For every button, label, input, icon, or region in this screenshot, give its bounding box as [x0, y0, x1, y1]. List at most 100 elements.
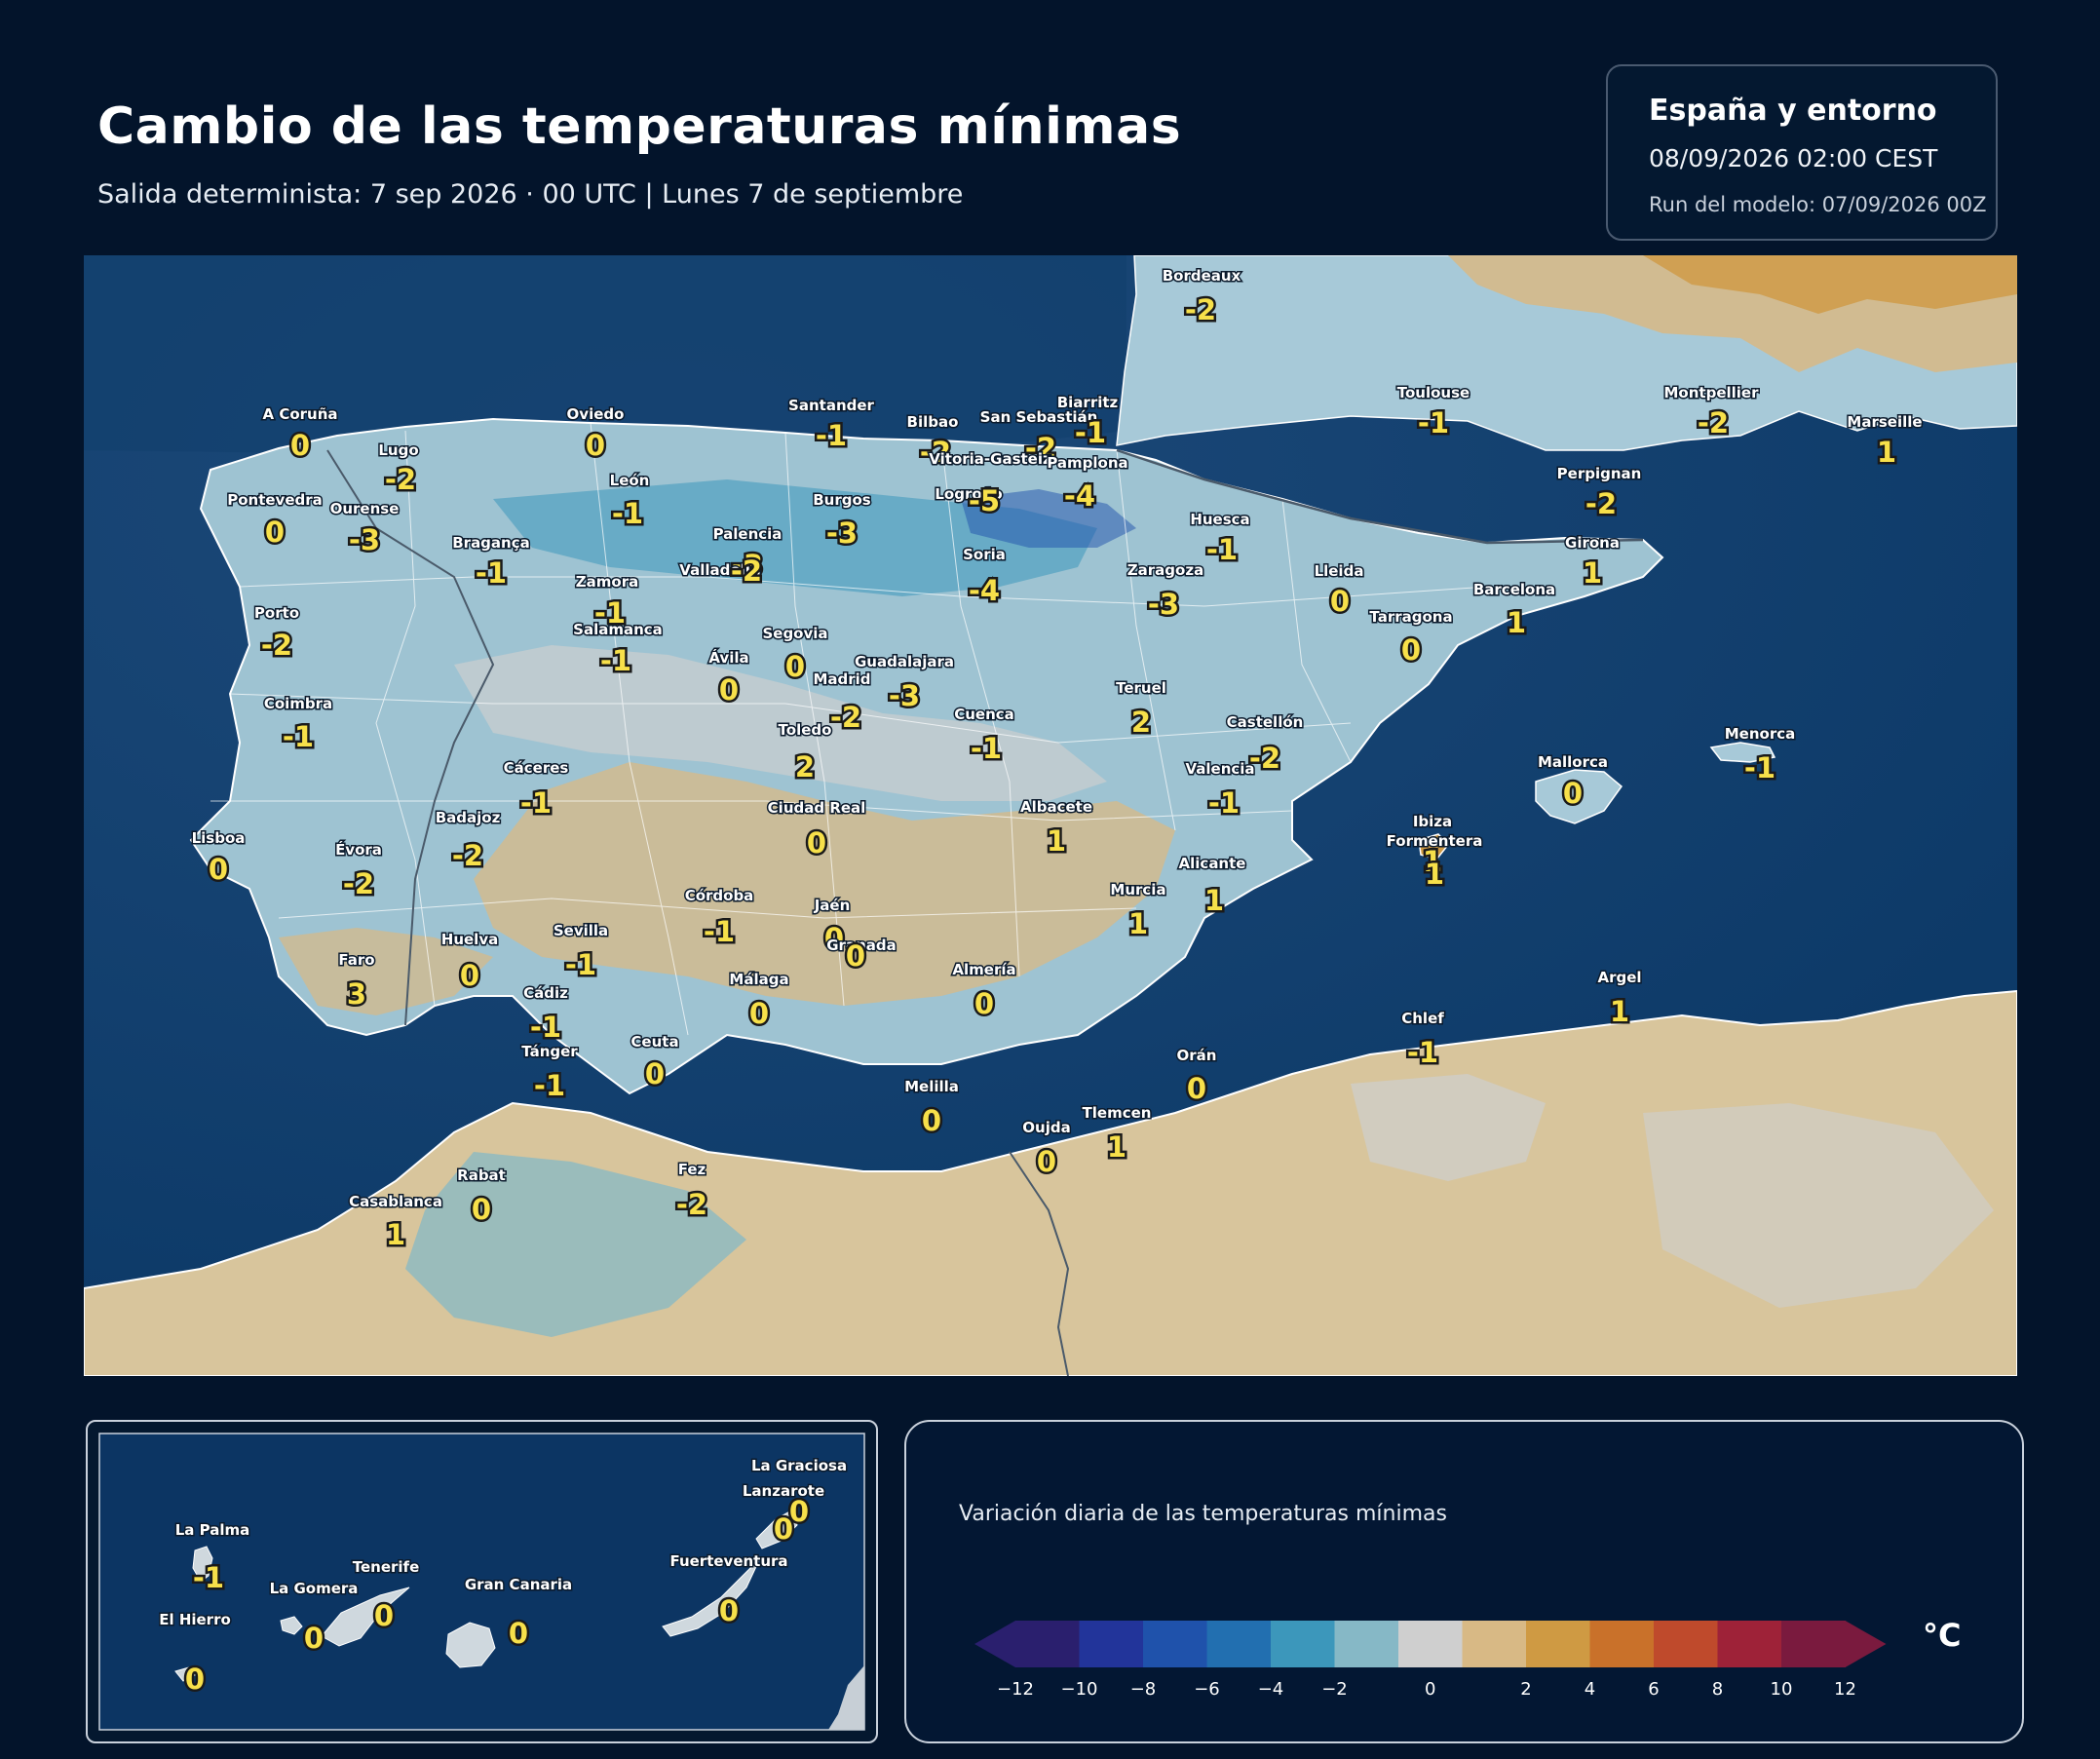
- value-label-faro: 3: [347, 977, 366, 1011]
- legend-swatch: [1143, 1621, 1207, 1667]
- color-scale-bar: −12 −10 −8 −6 −4 −2 0 2 4 6 8 10 12: [974, 1621, 1887, 1700]
- value-label-leon: -1: [612, 497, 643, 530]
- value-label-coimbra: -1: [283, 720, 314, 753]
- value-label-madrid: -2: [830, 701, 861, 734]
- model-run-label: Run del modelo: 07/09/2026 00Z: [1649, 193, 1987, 216]
- iberia-neutral-center: [454, 645, 1107, 801]
- value-label-soria: -4: [969, 574, 1000, 607]
- value-label-cadiz: -1: [530, 1011, 561, 1044]
- value-label-mallorca: 0: [1563, 777, 1583, 810]
- value-label-evora: -2: [343, 867, 374, 900]
- city-label-oran: Orán: [1177, 1047, 1217, 1064]
- value-label-cordoba: -1: [704, 915, 735, 948]
- africa-coast-inset: [828, 1665, 864, 1730]
- value-label-valencia: -1: [1208, 786, 1240, 820]
- city-label-lleida: Lleida: [1315, 562, 1364, 580]
- value-label-granada: 0: [846, 939, 865, 973]
- value-label-tarragona: 0: [1401, 633, 1421, 667]
- value-label-huelva: 0: [460, 959, 479, 992]
- value-label-almeria: 0: [974, 987, 994, 1020]
- mallorca-island[interactable]: [1535, 769, 1623, 824]
- legend-swatch: [1462, 1621, 1527, 1667]
- city-label-toulouse: Toulouse: [1397, 384, 1470, 402]
- value-label-pamplona: -4: [1064, 479, 1095, 513]
- region-label: España y entorno: [1649, 94, 1937, 128]
- value-label-huesca: -1: [1206, 533, 1238, 566]
- city-label-ceuta: Ceuta: [630, 1033, 678, 1051]
- value-label-guadalajara: -3: [889, 679, 920, 712]
- value-label-fez: -2: [676, 1188, 707, 1221]
- city-label-biarritz: Biarritz: [1057, 394, 1119, 411]
- value-label-barcelona: 1: [1507, 606, 1526, 639]
- value-label-perpignan: -2: [1585, 487, 1617, 520]
- value-label-toulouse: -1: [1418, 406, 1449, 440]
- city-label-albacete: Albacete: [1020, 798, 1092, 816]
- city-label-lisboa: Lisboa: [192, 829, 246, 847]
- canary-islands-inset[interactable]: La Graciosa 0 Lanzarote 0 La Palma -1 Tenerife…: [86, 1420, 878, 1743]
- city-label-soria: Soria: [963, 546, 1006, 563]
- value-label-zamora: -1: [594, 596, 626, 630]
- value-label-tanger: -1: [534, 1069, 565, 1102]
- inset-city-label-fuerteventura: Fuerteventura: [669, 1552, 787, 1570]
- legend-swatch: [1398, 1621, 1463, 1667]
- legend-tick-label: −10: [1061, 1679, 1098, 1700]
- city-label-cadiz: Cádiz: [523, 984, 568, 1002]
- main-map[interactable]: Bordeaux -2 Toulouse -1 Montpellier -2 Marseil…: [84, 255, 2017, 1376]
- legend-swatch: [1206, 1621, 1272, 1667]
- inset-value-label-el-hierro: 0: [185, 1663, 205, 1696]
- city-label-perpignan: Perpignan: [1557, 465, 1642, 482]
- city-label-oviedo: Oviedo: [567, 405, 625, 423]
- city-label-argel: Argel: [1597, 969, 1641, 986]
- city-label-rabat: Rabat: [457, 1166, 506, 1184]
- value-label-alicante: 1: [1204, 884, 1224, 917]
- city-label-pamplona: Pamplona: [1047, 454, 1127, 472]
- city-label-formentera: Formentera: [1387, 832, 1483, 850]
- el-hierro-island[interactable]: [174, 1666, 196, 1682]
- value-label-segovia: 0: [785, 650, 805, 683]
- value-label-menorca: -1: [1744, 751, 1775, 784]
- city-label-sevilla: Sevilla: [554, 922, 608, 939]
- legend-tick-label: 6: [1648, 1679, 1659, 1700]
- city-label-logrono: Logroño: [935, 485, 1002, 503]
- gran-canaria-island[interactable]: [445, 1622, 496, 1668]
- city-label-ciudad-real: Ciudad Real: [768, 799, 866, 817]
- menorca-island[interactable]: [1709, 742, 1776, 763]
- city-label-guadalajara: Guadalajara: [855, 653, 954, 670]
- valid-datetime: 08/09/2026 02:00 CEST: [1649, 144, 1938, 172]
- value-label-argel: 1: [1610, 995, 1629, 1028]
- la-palma-island[interactable]: [192, 1546, 213, 1583]
- city-label-a-coruna: A Coruña: [262, 405, 337, 423]
- africa-cool-patches: [405, 1152, 746, 1337]
- value-label-palencia: -3: [732, 549, 763, 582]
- legend-tick-label: −2: [1321, 1679, 1348, 1700]
- pyrenees-border: [1116, 448, 1644, 545]
- value-label-a-coruna: 0: [290, 429, 310, 462]
- fuerteventura-island[interactable]: [662, 1557, 761, 1637]
- value-label-valladolid: -2: [731, 554, 762, 588]
- value-label-melilla: 0: [922, 1104, 941, 1137]
- value-label-murcia: 1: [1128, 907, 1148, 940]
- iberia-cold-north: [493, 479, 1097, 596]
- city-label-san-sebastian: San Sebastián: [980, 408, 1098, 426]
- city-label-santander: Santander: [788, 397, 874, 414]
- city-label-tanger: Tánger: [521, 1043, 578, 1060]
- city-label-faro: Faro: [338, 951, 374, 969]
- city-label-fez: Fez: [678, 1161, 706, 1178]
- inset-value-label-la-graciosa: 0: [789, 1495, 809, 1528]
- legend-tick-label: 12: [1834, 1679, 1856, 1700]
- morocco-algeria-border: [1009, 1151, 1070, 1376]
- la-gomera-island[interactable]: [280, 1616, 303, 1635]
- ibiza-island[interactable]: [1418, 833, 1449, 860]
- iberia-warm-southwest: [279, 928, 493, 1015]
- city-label-huelva: Huelva: [441, 931, 498, 948]
- tenerife-island[interactable]: [321, 1587, 410, 1647]
- value-label-toledo: 2: [795, 750, 815, 784]
- legend-swatch: [1079, 1621, 1144, 1667]
- city-label-bilbao: Bilbao: [907, 413, 959, 431]
- page-title: Cambio de las temperaturas mínimas: [97, 97, 1182, 156]
- legend-arrow-high: [1845, 1621, 1887, 1667]
- lanzarote-island[interactable]: [755, 1509, 798, 1549]
- value-label-albacete: 1: [1047, 824, 1066, 858]
- value-label-girona: 1: [1583, 556, 1602, 590]
